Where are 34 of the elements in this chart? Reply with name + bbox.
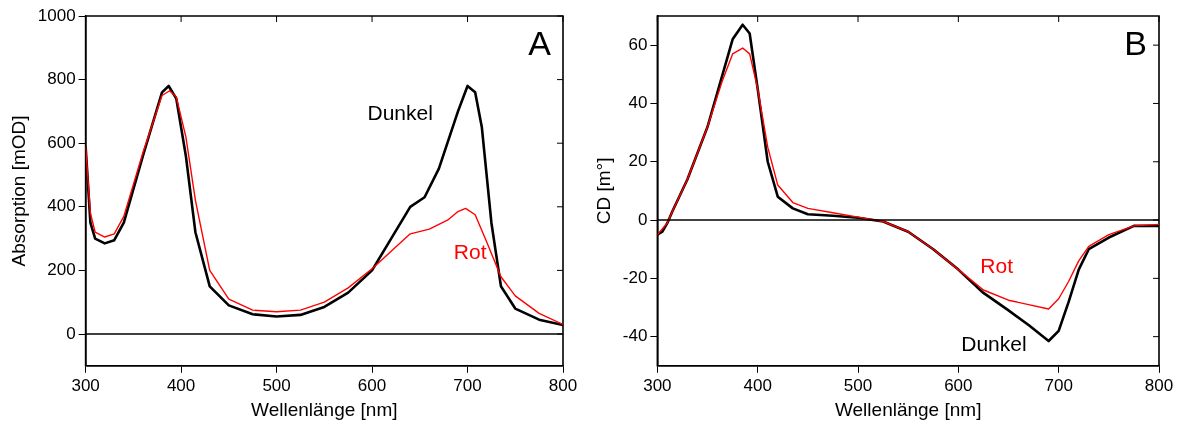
y-tick-label: 400 (47, 196, 76, 216)
y-tick-label: -40 (622, 326, 648, 346)
x-tick-label: 800 (548, 375, 578, 395)
annotation: A (528, 24, 552, 63)
x-tick-label: 600 (357, 375, 387, 395)
x-tick-label: 700 (1044, 375, 1073, 395)
x-tick-label: 800 (1144, 375, 1174, 395)
y-tick-label: 60 (628, 34, 648, 54)
y-tick-label: 1000 (37, 5, 76, 25)
x-tick-label: 500 (262, 375, 291, 395)
y-tick-label: 20 (628, 151, 648, 171)
x-axis-title: Wellenlänge [nm] (834, 398, 982, 420)
y-tick-label: 200 (47, 260, 76, 280)
y-axis-title: CD [m°] (592, 157, 614, 225)
x-axis-title: Wellenlänge [nm] (251, 398, 398, 420)
y-tick-label: 0 (637, 209, 648, 229)
series-label: Rot (453, 239, 487, 263)
x-tick-label: 700 (453, 375, 482, 395)
x-tick-label: 400 (743, 375, 772, 395)
x-tick-label: 300 (71, 375, 100, 395)
x-tick-label: 400 (166, 375, 196, 395)
y-axis-title: Absorption [mOD] (7, 115, 29, 267)
x-tick-label: 300 (643, 375, 672, 395)
x-tick-label: 500 (843, 375, 873, 395)
x-tick-label: 600 (944, 375, 973, 395)
y-tick-label: 40 (628, 93, 648, 113)
y-tick-label: 600 (47, 132, 76, 152)
y-tick-label: 800 (47, 69, 76, 89)
series-label: Dunkel (961, 331, 1027, 355)
series-label: Dunkel (367, 101, 433, 125)
y-tick-label: -20 (622, 268, 648, 288)
y-tick-label: 0 (66, 323, 76, 343)
annotation: B (1124, 24, 1147, 63)
series-label: Rot (980, 253, 1014, 277)
